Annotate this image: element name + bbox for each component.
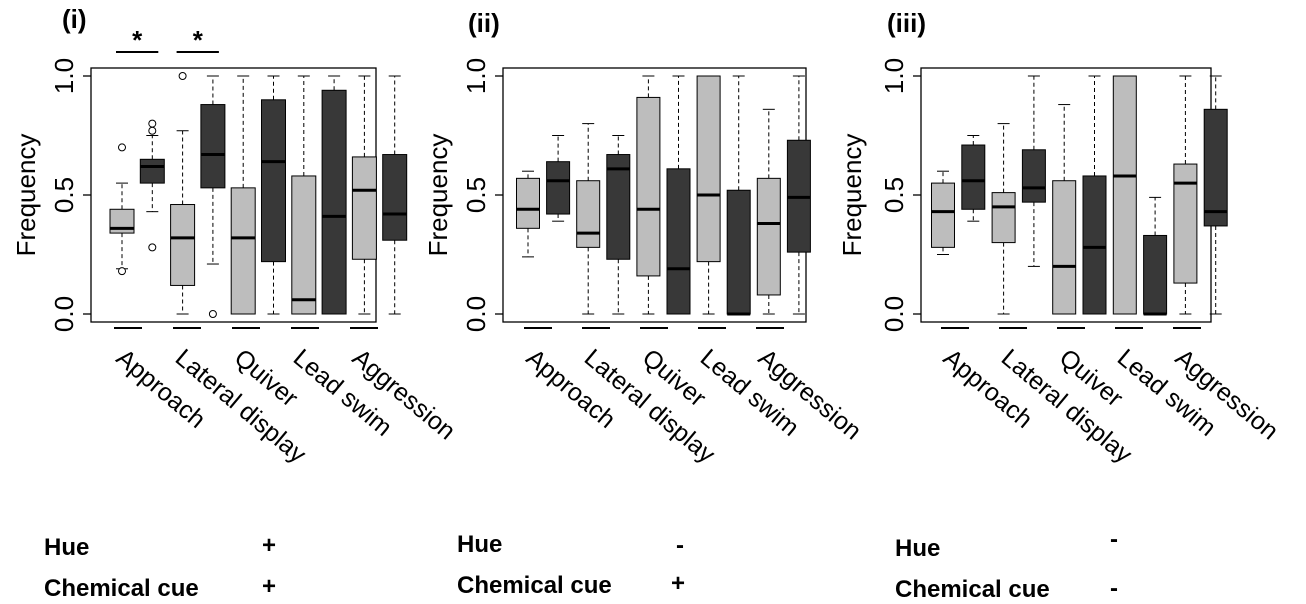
box [726, 189, 751, 315]
box [1052, 180, 1077, 315]
y-tick-label: 1.0 [461, 58, 491, 94]
panel-label: (ii) [468, 8, 500, 38]
outlier-point [118, 267, 126, 276]
y-tick-label: 1.0 [49, 58, 79, 94]
box [576, 180, 601, 248]
significance-label: * [132, 25, 143, 55]
outlier-point [148, 119, 157, 128]
box [1021, 149, 1046, 203]
y-tick-label: 0.5 [879, 177, 909, 213]
box [170, 204, 196, 286]
box [1173, 163, 1198, 284]
panel-label: (iii) [887, 8, 926, 38]
cue-label-iii: Chemical cue [895, 576, 1050, 603]
box [291, 175, 317, 315]
cue-label-i: Chemical cue [44, 575, 199, 602]
box [546, 161, 571, 215]
box [261, 99, 286, 263]
y-tick-label: 0.0 [461, 296, 491, 332]
box [1143, 234, 1168, 315]
box [1112, 75, 1137, 315]
box [961, 144, 986, 210]
significance-label: * [193, 25, 204, 55]
hue-value-i: + [262, 532, 277, 559]
outlier-point [118, 143, 126, 152]
box [606, 154, 631, 260]
y-tick-label: 0.5 [461, 177, 491, 213]
box [666, 168, 691, 315]
box [139, 158, 165, 184]
y-tick-label: 0.0 [879, 296, 909, 332]
hue-value-ii: - [676, 532, 684, 559]
y-axis-label: Frequency [837, 134, 867, 257]
box [382, 154, 408, 241]
box [696, 75, 721, 263]
y-tick-label: 1.0 [879, 58, 909, 94]
hue-value-iii: - [1110, 526, 1118, 553]
cue-label-ii: Chemical cue [457, 572, 612, 599]
hue-label-i: Hue [44, 534, 90, 561]
box [931, 182, 955, 248]
box [636, 96, 661, 277]
y-axis-label: Frequency [423, 134, 453, 257]
outlier-point [208, 310, 217, 318]
box [1203, 108, 1228, 227]
hue-label-ii: Hue [457, 531, 503, 558]
outlier-point [178, 72, 187, 80]
box [230, 187, 256, 315]
hue-label-iii: Hue [895, 535, 941, 562]
box [516, 177, 540, 229]
box [991, 192, 1016, 244]
box [200, 104, 226, 189]
box [756, 177, 781, 296]
box [351, 156, 377, 260]
y-tick-label: 0.5 [49, 177, 79, 213]
cue-value-ii: + [671, 570, 686, 597]
cue-value-iii: - [1110, 575, 1118, 602]
outlier-point [148, 243, 157, 252]
box [1082, 175, 1107, 315]
outlier-point [148, 126, 157, 135]
panel-label: (i) [62, 4, 87, 34]
box [321, 89, 347, 315]
y-tick-label: 0.0 [49, 296, 79, 332]
y-axis-label: Frequency [11, 134, 41, 257]
cue-value-i: + [262, 573, 277, 600]
